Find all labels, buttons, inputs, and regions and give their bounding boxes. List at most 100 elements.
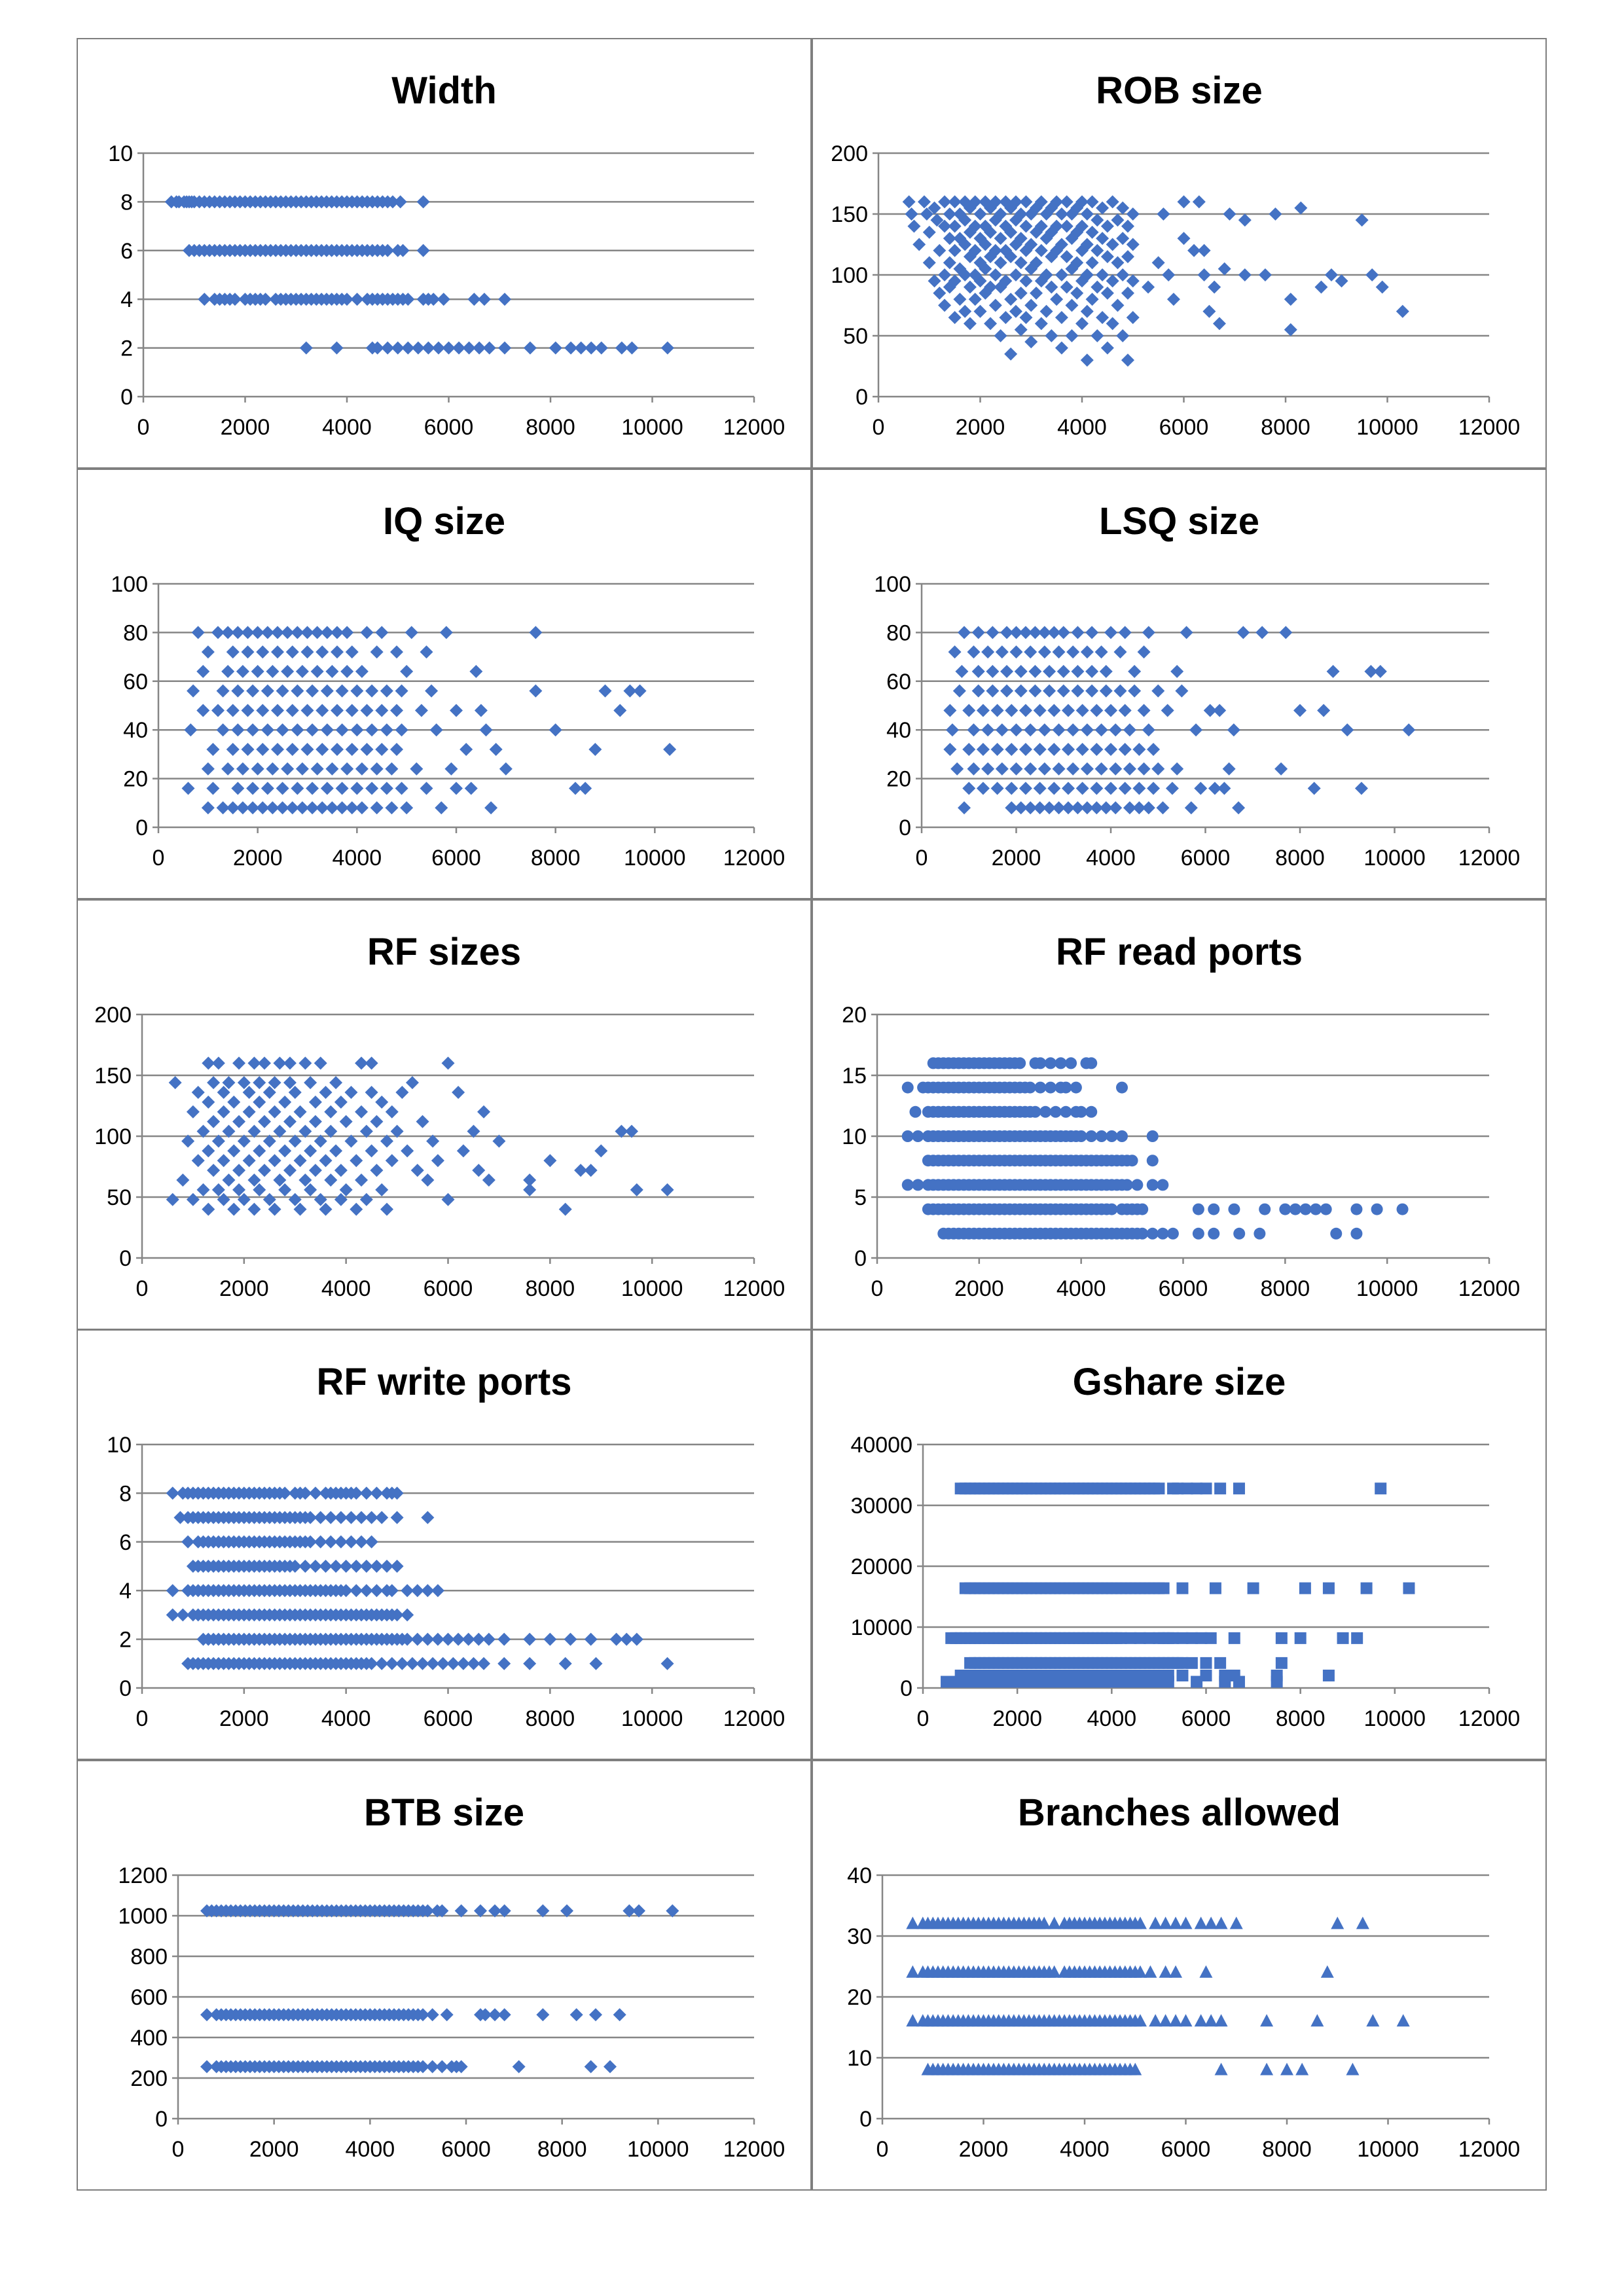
y-tick-label: 100: [111, 572, 148, 597]
data-point: [400, 664, 414, 678]
data-point: [1106, 317, 1119, 331]
data-point: [375, 626, 389, 639]
data-point: [1153, 1482, 1165, 1495]
data-point: [416, 243, 430, 257]
data-point: [589, 2008, 602, 2022]
data-point: [1024, 1081, 1036, 1094]
y-tick-label: 60: [123, 670, 148, 694]
data-point: [1019, 311, 1033, 325]
chart-title: RF sizes: [367, 931, 521, 973]
data-point: [1071, 626, 1085, 639]
x-tick-label: 12000: [723, 1706, 785, 1731]
data-point: [456, 1144, 470, 1158]
data-point: [1100, 286, 1114, 300]
data-point: [1056, 684, 1070, 698]
data-point: [1047, 626, 1061, 639]
data-point: [196, 704, 210, 717]
data-point: [1055, 238, 1068, 251]
data-point: [1106, 238, 1119, 251]
data-point: [314, 1056, 327, 1070]
data-point: [370, 1486, 384, 1500]
data-point: [1075, 219, 1089, 233]
data-point: [304, 1511, 317, 1524]
data-point: [390, 1608, 404, 1622]
data-point: [569, 2008, 583, 2022]
data-point: [1014, 664, 1028, 678]
data-point: [1128, 684, 1142, 698]
data-point: [325, 762, 339, 776]
data-point: [1099, 684, 1113, 698]
data-point: [339, 1584, 353, 1598]
data-point: [1085, 1057, 1098, 1069]
x-tick-label: 0: [136, 1276, 149, 1301]
data-point: [226, 704, 240, 717]
data-points: [901, 1057, 1409, 1240]
data-point: [1396, 2014, 1410, 2027]
data-point: [334, 1535, 348, 1549]
data-point: [390, 742, 403, 756]
data-point: [166, 1584, 179, 1598]
data-point: [339, 1183, 353, 1196]
data-point: [329, 1144, 343, 1158]
y-tick-label: 80: [886, 620, 911, 645]
data-point: [1071, 684, 1085, 698]
data-point: [261, 684, 274, 698]
x-tick-label: 12000: [1458, 1706, 1521, 1731]
data-point: [401, 293, 415, 306]
data-point: [990, 781, 1004, 795]
data-point: [266, 664, 280, 678]
data-point: [901, 1130, 914, 1142]
data-point: [912, 238, 926, 251]
data-point: [227, 1095, 241, 1109]
data-point: [365, 1144, 378, 1158]
data-point: [1029, 1105, 1041, 1118]
data-point: [1228, 1632, 1240, 1644]
data-point: [268, 1105, 281, 1119]
data-point: [1044, 1057, 1056, 1069]
chart-panel: RF read ports 0 5 10 15 20 0 2000 4000 6000 8000 10…: [812, 899, 1547, 1330]
y-tick-label: 30: [847, 1924, 872, 1949]
x-tick-label: 10000: [1357, 2137, 1419, 2162]
data-point: [988, 268, 1002, 281]
y-tick-label: 20: [847, 1985, 872, 2010]
data-point: [314, 1511, 327, 1524]
data-point: [1019, 274, 1033, 288]
data-point: [579, 781, 592, 795]
x-tick-label: 2000: [959, 2137, 1009, 2162]
data-point: [1126, 207, 1140, 221]
data-point: [253, 1144, 266, 1158]
y-tick-label: 6: [120, 239, 133, 264]
data-point: [1075, 781, 1089, 795]
data-point: [246, 781, 260, 795]
data-point: [1159, 2014, 1172, 2027]
data-point: [416, 195, 430, 209]
data-point: [1121, 286, 1134, 300]
data-point: [994, 207, 1007, 221]
data-point: [340, 293, 353, 306]
data-point: [444, 762, 458, 776]
data-point: [1065, 1057, 1077, 1069]
data-point: [497, 2008, 511, 2022]
data-point: [1061, 704, 1075, 717]
data-point: [968, 195, 982, 209]
x-tick-label: 12000: [723, 846, 785, 870]
data-point: [241, 645, 255, 659]
data-point: [201, 645, 215, 659]
data-point: [222, 1124, 236, 1138]
data-point: [1085, 1130, 1098, 1142]
x-tick-label: 2000: [992, 846, 1041, 870]
data-point: [231, 723, 245, 737]
data-point: [928, 274, 941, 288]
data-point: [943, 256, 956, 270]
data-point: [278, 1095, 292, 1109]
data-point: [1038, 1916, 1051, 1929]
data-point: [1149, 2014, 1163, 2027]
data-point: [207, 1164, 221, 1177]
data-point: [1366, 2014, 1380, 2027]
data-point: [1159, 1916, 1172, 1929]
y-tick-label: 5: [854, 1185, 867, 1210]
y-tick-label: 20: [123, 767, 148, 792]
data-point: [1080, 762, 1094, 776]
data-point: [429, 723, 443, 737]
